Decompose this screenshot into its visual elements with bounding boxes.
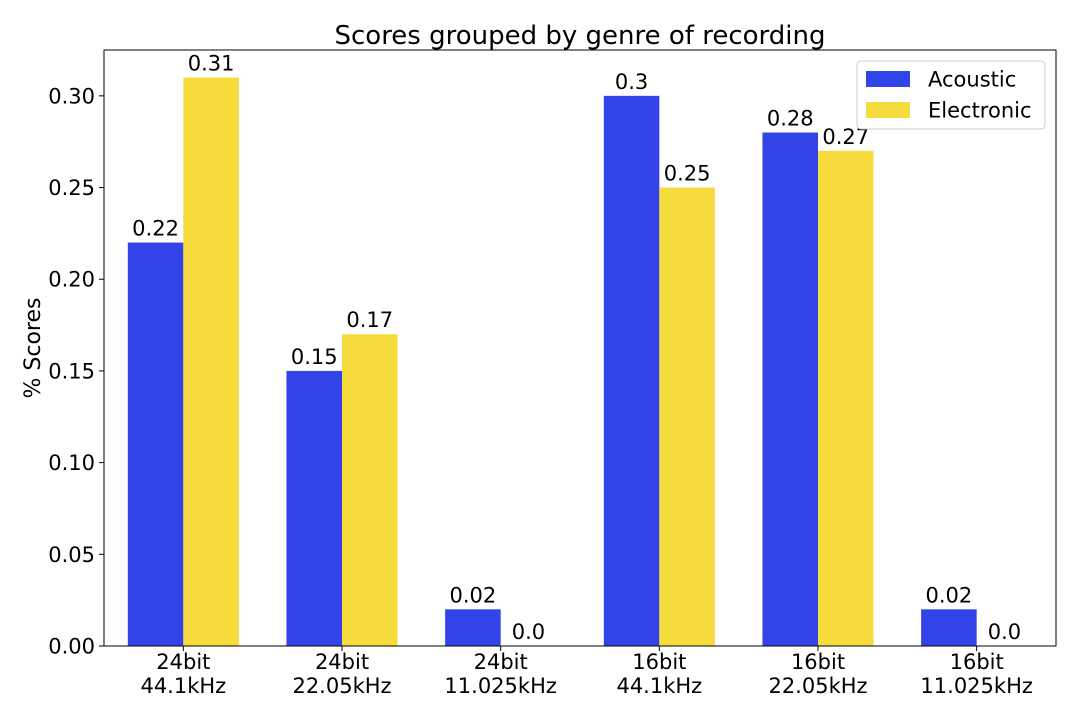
y-axis: 0.00 0.05 0.10 0.15 0.20 0.25 0.30 (48, 84, 104, 659)
bars-layer (127, 77, 977, 647)
bar-labels-layer: 0.22 0.15 0.02 0.3 0.28 0.02 0.31 0.17 0.0 0.25 0.… (132, 52, 1021, 644)
legend: Acoustic Electronic (856, 60, 1046, 130)
bar-electronic-3 (659, 187, 715, 647)
x-tick-label: 24bit 22.05kHz (292, 650, 391, 698)
x-tick-label: 24bit 11.025kHz (444, 650, 556, 698)
data-label-electronic-2: 0.0 (512, 620, 545, 644)
data-label-acoustic-3: 0.3 (615, 70, 648, 94)
data-label-electronic-1: 0.17 (346, 308, 393, 332)
data-label-acoustic-5: 0.02 (926, 583, 973, 607)
legend-label-electronic: Electronic (928, 99, 1032, 123)
y-tick-label: 0.25 (48, 176, 95, 200)
bar-acoustic-1 (286, 370, 342, 646)
x-tick-label: 16bit 11.025kHz (920, 650, 1032, 698)
x-tick-label: 16bit 44.1kHz (616, 650, 702, 698)
legend-label-acoustic: Acoustic (928, 68, 1016, 92)
y-tick-label: 0.30 (48, 84, 95, 108)
y-axis-label: % Scores (21, 298, 46, 399)
x-tick-label: 16bit 22.05kHz (768, 650, 867, 698)
data-label-acoustic-4: 0.28 (767, 107, 814, 131)
y-tick-label: 0.10 (48, 451, 95, 475)
bar-acoustic-3 (603, 95, 660, 647)
y-tick-label: 0.05 (48, 543, 95, 567)
data-label-acoustic-0: 0.22 (132, 217, 179, 241)
y-tick-label: 0.20 (48, 268, 95, 292)
legend-swatch-electronic (866, 102, 910, 118)
data-label-electronic-3: 0.25 (664, 162, 711, 186)
chart-title: Scores grouped by genre of recording (334, 21, 825, 51)
data-label-acoustic-2: 0.02 (450, 583, 497, 607)
bar-acoustic-0 (127, 242, 184, 647)
y-tick-label: 0.00 (48, 635, 95, 659)
data-label-acoustic-1: 0.15 (291, 345, 338, 369)
bar-acoustic-5 (921, 609, 977, 646)
bar-electronic-1 (342, 334, 398, 646)
bar-acoustic-2 (445, 609, 501, 646)
bar-acoustic-4 (762, 132, 818, 646)
bar-electronic-4 (818, 150, 874, 646)
data-label-electronic-5: 0.0 (988, 620, 1021, 644)
bar-electronic-0 (183, 77, 239, 646)
x-tick-label: 24bit 44.1kHz (140, 650, 226, 698)
plot-frame (103, 49, 1057, 647)
y-tick-label: 0.15 (48, 359, 95, 383)
legend-swatch-acoustic (866, 71, 910, 87)
x-axis: 24bit 44.1kHz 24bit 22.05kHz 24bit 11.025kHz 1… (140, 646, 1033, 698)
data-label-electronic-0: 0.31 (188, 52, 235, 76)
